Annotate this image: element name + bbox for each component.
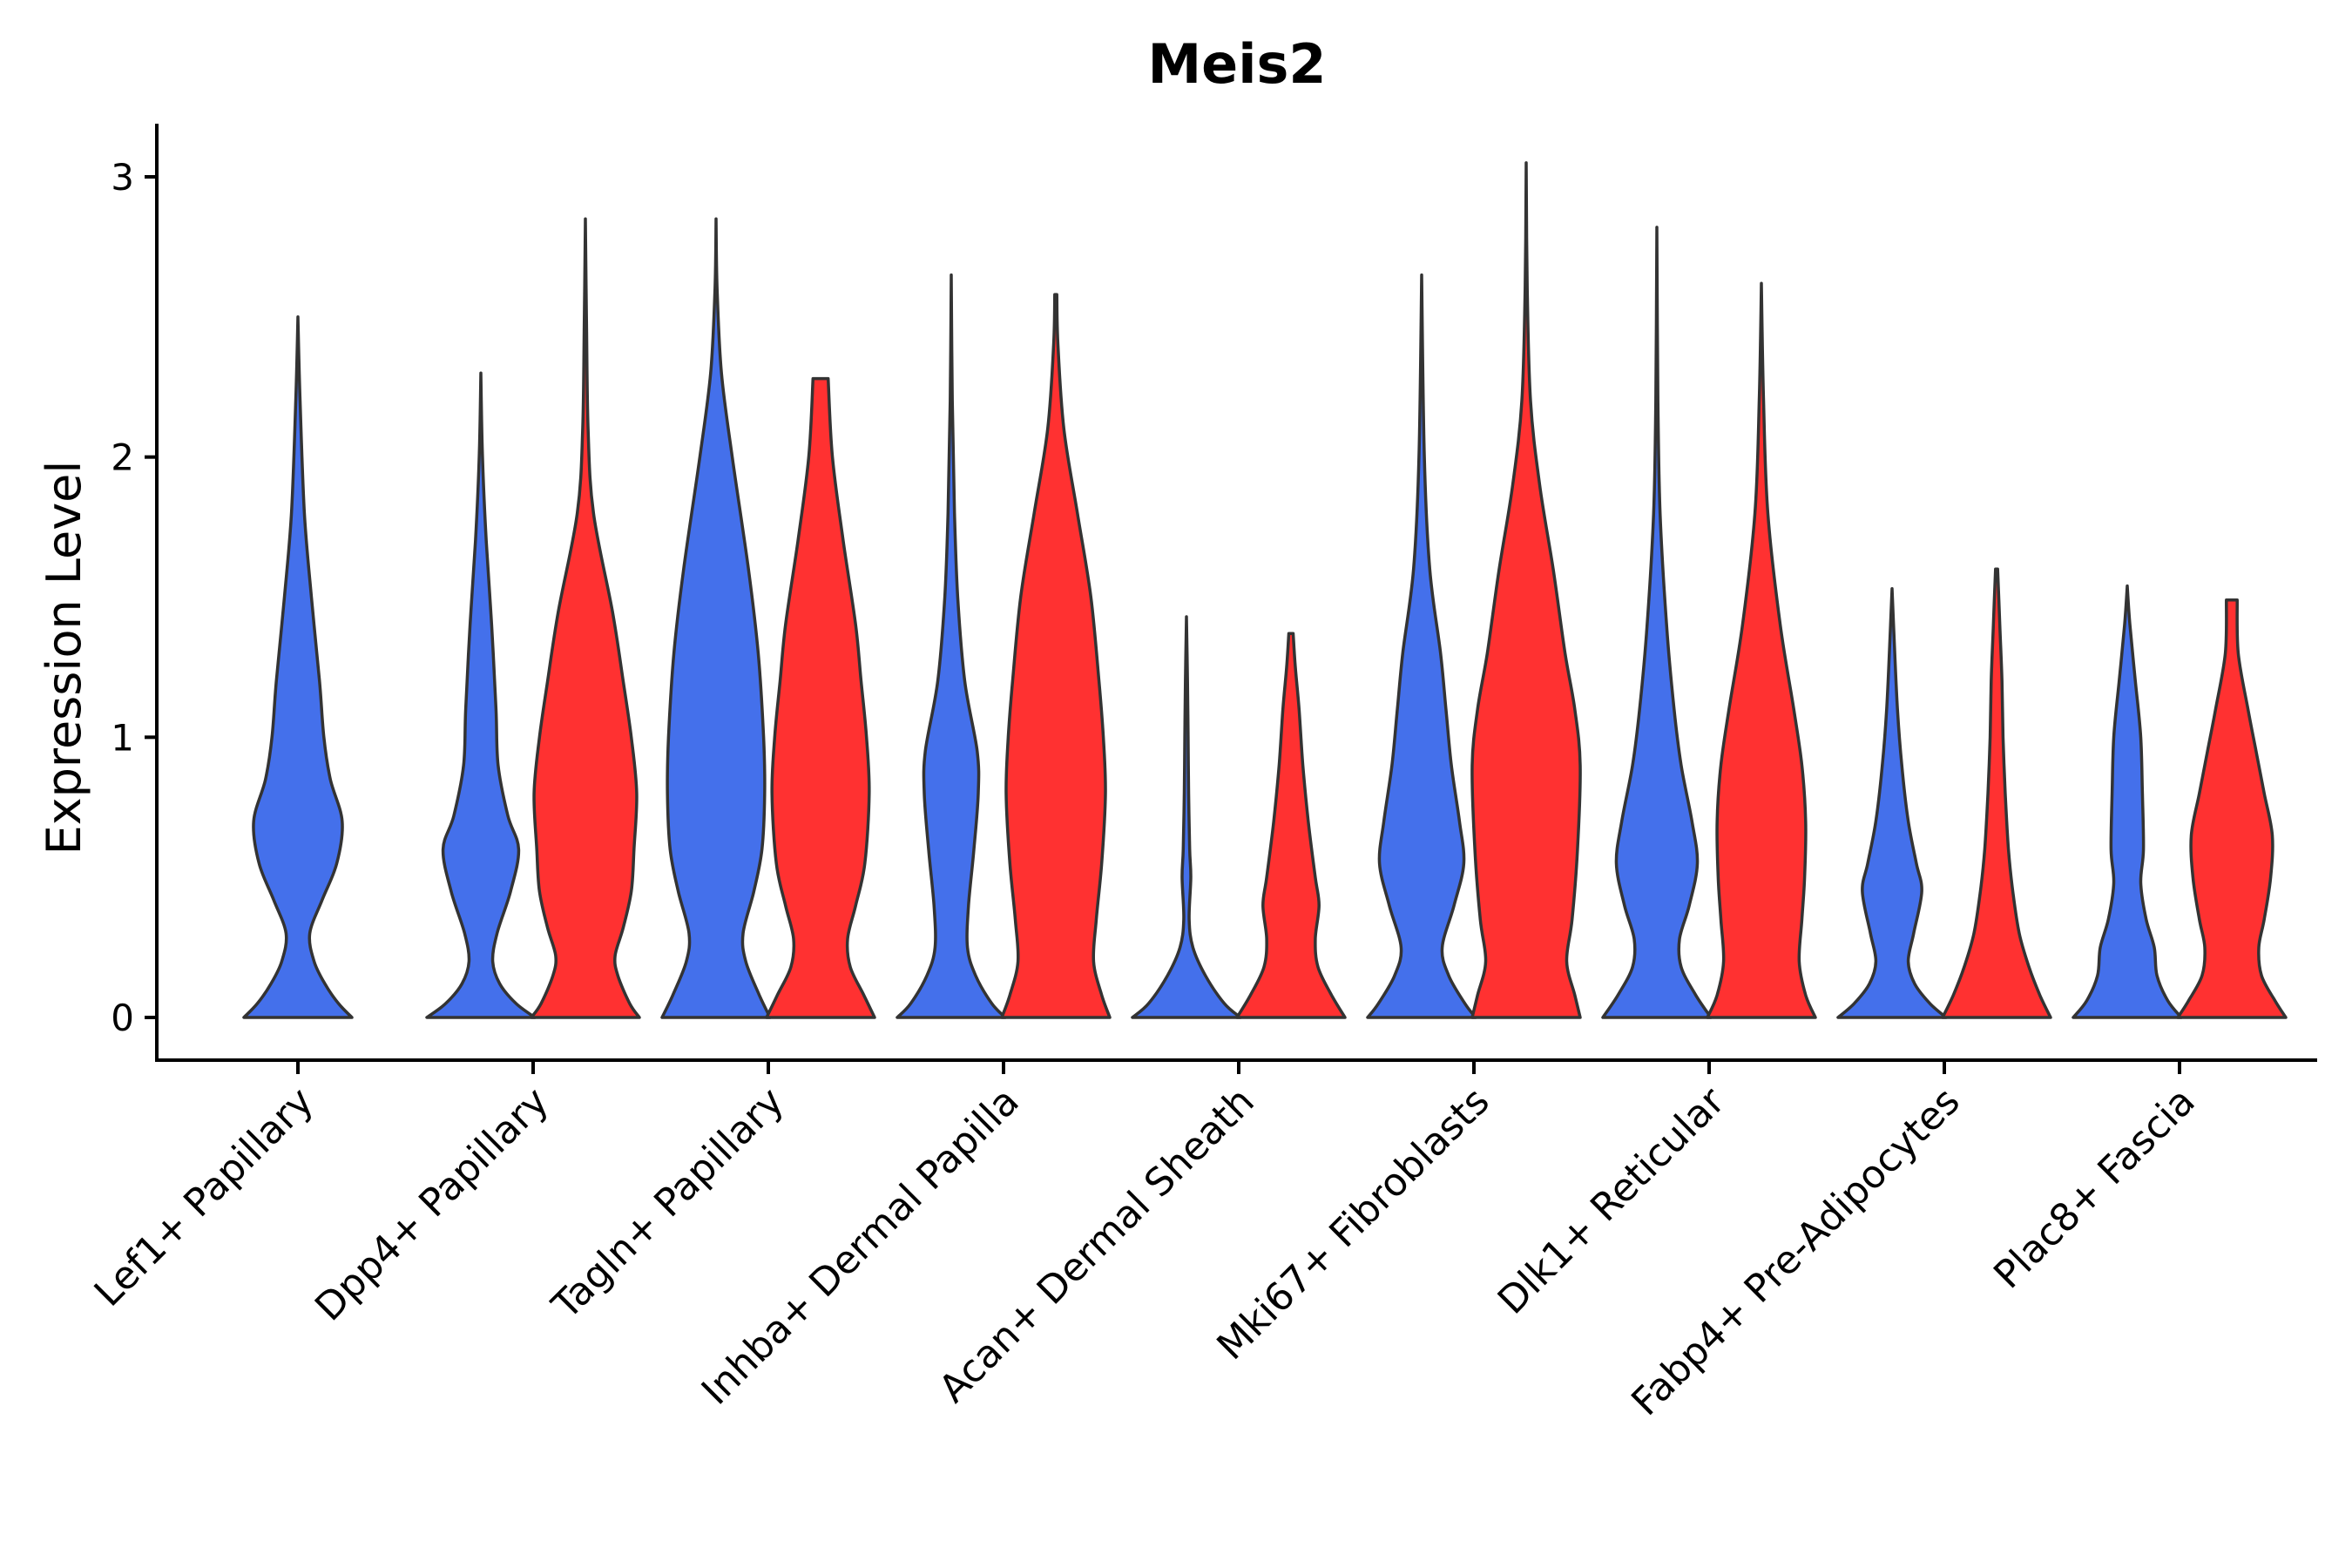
y-tick-label: 1	[111, 716, 134, 759]
violin-layer	[242, 161, 2288, 1019]
chart-title: Meis2	[1147, 32, 1326, 96]
y-axis-label: Expression Level	[37, 461, 91, 855]
violin-1-0	[242, 315, 354, 1019]
violin-1-7	[1836, 587, 1948, 1019]
axes	[155, 124, 2317, 1062]
x-tick-label: Lef1+ Papillary	[86, 1079, 322, 1315]
violin-1-4	[1131, 615, 1242, 1019]
violin-2-5	[1470, 161, 1582, 1019]
violin-1-3	[896, 273, 1007, 1019]
violin-2-3	[1000, 293, 1112, 1019]
y-ticks: 0 1 2 3	[111, 156, 157, 1039]
y-tick-label: 2	[111, 436, 134, 479]
y-tick-label: 0	[111, 997, 134, 1039]
violin-1-5	[1366, 273, 1477, 1019]
violin-2-2	[765, 376, 876, 1019]
violin-2-8	[2176, 598, 2288, 1019]
violin-1-2	[660, 217, 772, 1019]
y-tick-label: 3	[111, 156, 134, 199]
violin-1-1	[425, 371, 537, 1019]
x-tick-label: Tagln+ Papillary	[544, 1079, 793, 1328]
violin-1-6	[1601, 226, 1713, 1019]
violin-2-4	[1235, 632, 1347, 1019]
violin-2-1	[530, 217, 641, 1019]
x-tick-label: Mki67+ Fibroblasts	[1208, 1079, 1497, 1369]
x-tick-label: Dlk1+ Reticular	[1490, 1078, 1734, 1323]
violin-1-8	[2072, 584, 2183, 1019]
x-tick-label: Plac8+ Fascia	[1985, 1079, 2204, 1298]
violin-2-7	[1941, 567, 2052, 1019]
x-tick-label: Dpp4+ Papillary	[307, 1079, 558, 1330]
violin-2-6	[1706, 281, 1817, 1019]
